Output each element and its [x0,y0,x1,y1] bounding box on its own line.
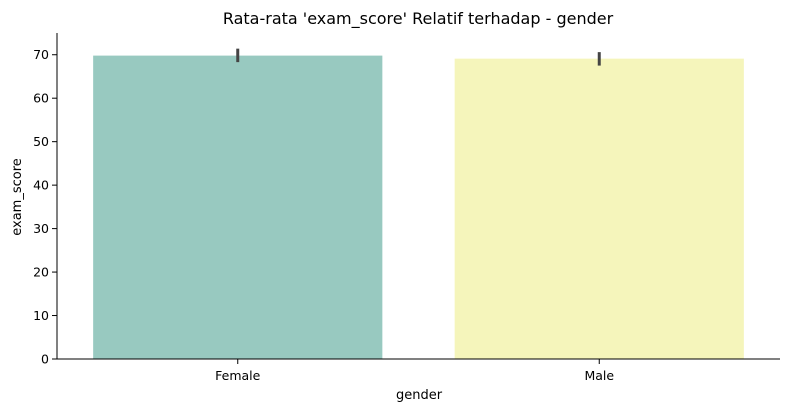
y-tick-label: 30 [33,221,49,236]
bar-male [454,58,744,360]
y-tick-label: 70 [33,47,49,62]
y-axis-label: exam_score [10,158,25,236]
y-tick-label: 40 [33,178,49,193]
y-tick-label: 50 [33,134,49,149]
bar-female [93,55,383,360]
x-tick-label-male: Male [584,368,614,383]
x-axis-label: gender [396,388,443,403]
y-tick-label: 60 [33,91,49,106]
y-tick-label: 20 [33,265,49,280]
chart-title: Rata-rata 'exam_score' Relatif terhadap … [223,9,614,29]
y-tick-label: 10 [33,308,49,323]
y-axis: 0 10 20 30 40 50 60 70 [33,33,58,367]
plot-area [93,48,744,360]
x-axis: Female Male [57,358,780,383]
y-tick-label: 0 [41,352,49,367]
x-tick-label-female: Female [215,368,261,383]
